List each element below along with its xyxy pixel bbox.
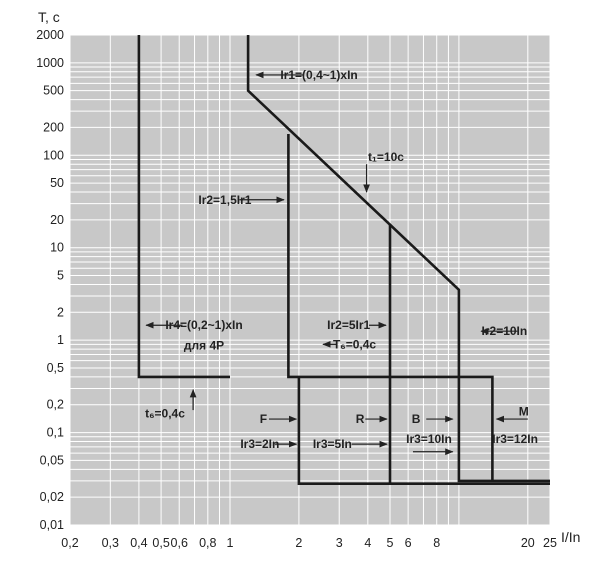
annotation-label: Ir3=10In [406, 432, 452, 446]
y-tick-label: 0,02 [40, 490, 64, 504]
annotation-label: t₁=10c [368, 150, 404, 164]
trip-curve-1 [137, 35, 230, 379]
annotation-label: t₆=0,4c [145, 407, 185, 421]
tick-labels: 0,2 0,3 0,4 0,5 0,6 0,8 1 2 3 4 5 6 8 20 2520001000500… [36, 28, 557, 550]
x-tick-label: 4 [364, 536, 371, 550]
y-tick-label: 0,01 [40, 518, 64, 532]
x-tick-label: 6 [405, 536, 412, 550]
x-tick-label: 0,4 [130, 536, 147, 550]
y-tick-label: 50 [50, 176, 64, 190]
annotation-label: Ir2=10In [482, 324, 528, 338]
annotation-label: Ir4=(0,2~1)xIn [165, 318, 242, 332]
annotation-label: Ir2=5Ir1 [327, 318, 370, 332]
x-tick-label: 25 [543, 536, 557, 550]
x-tick-label: 0,3 [102, 536, 119, 550]
annotation-label: Ir3=12In [492, 432, 538, 446]
x-tick-label: 0,5 [152, 536, 169, 550]
y-tick-label: 2 [57, 305, 64, 319]
x-tick-label: 20 [521, 536, 535, 550]
x-tick-label: 3 [336, 536, 343, 550]
y-tick-label: 5 [57, 269, 64, 283]
x-tick-label: 5 [387, 536, 394, 550]
grid [69, 34, 551, 526]
annotation-label: Ir2=1,5Ir1 [198, 193, 251, 207]
x-tick-label: 8 [433, 536, 440, 550]
y-tick-label: 10 [50, 241, 64, 255]
y-axis-label: T, c [38, 9, 60, 25]
y-tick-label: 1 [57, 333, 64, 347]
x-tick-label: 0,6 [171, 536, 188, 550]
plot-background [70, 35, 550, 525]
y-tick-label: 100 [43, 148, 64, 162]
trip-curve-2 [246, 35, 550, 483]
annotation-label: для 4P [184, 338, 224, 352]
y-tick-label: 20 [50, 213, 64, 227]
y-tick-label: 1000 [36, 56, 64, 70]
y-tick-label: 0,1 [47, 426, 64, 440]
annotation-label: Ir1=(0,4~1)xIn [280, 68, 357, 82]
x-tick-label: 0,8 [199, 536, 216, 550]
trip-curves [137, 35, 550, 486]
annotation-label: R [356, 412, 365, 426]
annotation-label: Ir3=5In [313, 437, 352, 451]
annotation-label: F [260, 412, 267, 426]
x-tick-label: 2 [295, 536, 302, 550]
trip-curve-4 [297, 376, 550, 486]
x-tick-label: 1 [227, 536, 234, 550]
x-tick-label: 0,2 [61, 536, 78, 550]
annotation-label: T₆=0,4c [333, 337, 376, 351]
y-tick-label: 0,05 [40, 453, 64, 467]
y-tick-label: 0,5 [47, 361, 64, 375]
y-tick-label: 0,2 [47, 398, 64, 412]
annotation-label: B [412, 412, 421, 426]
y-tick-label: 500 [43, 84, 64, 98]
annotation-label: Ir3=2In [240, 437, 279, 451]
x-axis-label: I/In [561, 529, 580, 545]
annotations: Ir1=(0,4~1)xIn t₁=10c Ir2=1,5Ir1 Ir4=(0,2~1… [145, 68, 538, 456]
y-tick-label: 2000 [36, 28, 64, 42]
annotation-label: M [519, 404, 529, 418]
y-tick-label: 200 [43, 120, 64, 134]
